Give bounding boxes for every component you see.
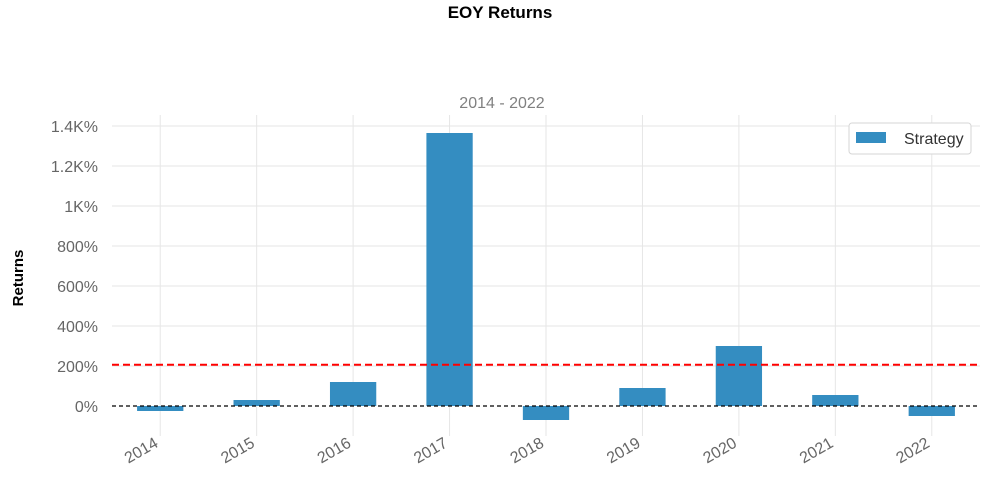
y-tick-label-5: 1K% — [64, 199, 98, 216]
y-tick-labels: 0% 200% 400% 600% 800% 1K% 1.2K% 1.4K% — [51, 119, 98, 416]
y-tick-label-4: 800% — [57, 239, 98, 256]
y-tick-label-1: 200% — [57, 359, 98, 376]
bars — [137, 133, 955, 420]
x-tick-label-2021: 2021 — [797, 435, 836, 468]
bar-2019 — [619, 388, 666, 406]
y-tick-label-7: 1.4K% — [51, 119, 98, 136]
bar-2021 — [812, 395, 859, 406]
x-tick-label-2015: 2015 — [218, 435, 257, 468]
legend-swatch — [856, 132, 886, 143]
y-axis-label: Returns — [10, 250, 27, 307]
legend-label-strategy: Strategy — [904, 131, 964, 148]
x-tick-label-2019: 2019 — [604, 435, 643, 468]
chart-title: EOY Returns — [447, 3, 553, 22]
bar-2018 — [522, 406, 570, 420]
y-tick-label-2: 400% — [57, 319, 98, 336]
x-tick-label-2016: 2016 — [315, 435, 354, 468]
bar-2022 — [908, 406, 955, 416]
y-tick-label-3: 600% — [57, 279, 98, 296]
y-tick-label-6: 1.2K% — [51, 159, 98, 176]
x-tick-label-2017: 2017 — [411, 435, 450, 468]
x-tick-label-2014: 2014 — [122, 435, 161, 468]
reference-lines — [112, 363, 980, 407]
x-tick-label-2018: 2018 — [508, 435, 547, 468]
bar-2014 — [137, 406, 184, 411]
x-tick-label-2020: 2020 — [701, 435, 740, 468]
bar-2015 — [233, 400, 280, 406]
x-tick-label-2022: 2022 — [893, 435, 932, 468]
x-tick-labels: 2014 2015 2016 2017 2018 2019 2020 2021 2022 — [122, 435, 933, 468]
y-tick-label-0: 0% — [75, 399, 98, 416]
grid-lines — [112, 115, 980, 436]
bar-2016 — [329, 382, 377, 406]
bar-2020 — [715, 346, 763, 406]
legend-frame — [848, 122, 972, 155]
chart-subtitle: 2014 - 2022 — [459, 95, 545, 112]
bar-2017 — [426, 133, 473, 406]
legend: Strategy — [848, 122, 972, 155]
